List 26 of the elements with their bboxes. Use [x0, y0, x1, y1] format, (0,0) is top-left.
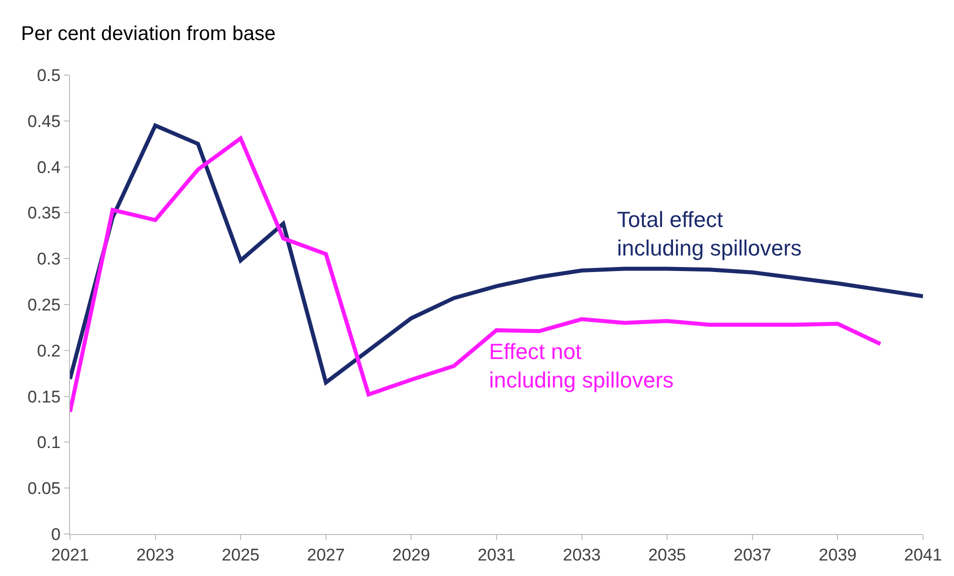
- y-tick-label: 0.1: [36, 433, 61, 452]
- line-series: [70, 136, 882, 414]
- y-tick-label: 0.5: [36, 66, 61, 85]
- x-tick-label: 2041: [904, 545, 942, 564]
- x-tick-label: 2037: [733, 545, 772, 564]
- y-tick-label: 0.2: [36, 341, 61, 360]
- y-tick-label: 0.45: [28, 112, 61, 131]
- x-tick-label: 2035: [648, 545, 686, 564]
- x-tick-label: 2039: [818, 545, 857, 564]
- x-tick-label: 2025: [222, 545, 260, 564]
- y-tick-label: 0.25: [28, 295, 61, 314]
- x-tick-label: 2029: [392, 545, 430, 564]
- series-label: Effect not including spillovers: [489, 339, 674, 393]
- series-label: Total effect including spillovers: [617, 207, 802, 261]
- y-tick-label: 0.4: [36, 158, 61, 177]
- x-tick-label: 2023: [136, 545, 174, 564]
- y-axis-title: Per cent deviation from base: [21, 23, 276, 45]
- y-tick-label: 0.3: [36, 250, 61, 269]
- y-tick-label: 0: [51, 524, 61, 544]
- x-tick-label: 2031: [478, 545, 516, 564]
- x-tick-label: 2021: [51, 545, 89, 564]
- x-tick-label: 2033: [562, 545, 601, 564]
- y-tick-label: 0.05: [28, 479, 61, 498]
- x-tick-label: 2027: [306, 545, 345, 564]
- y-tick-label: 0.15: [28, 387, 61, 406]
- y-tick-label: 0.35: [28, 204, 61, 223]
